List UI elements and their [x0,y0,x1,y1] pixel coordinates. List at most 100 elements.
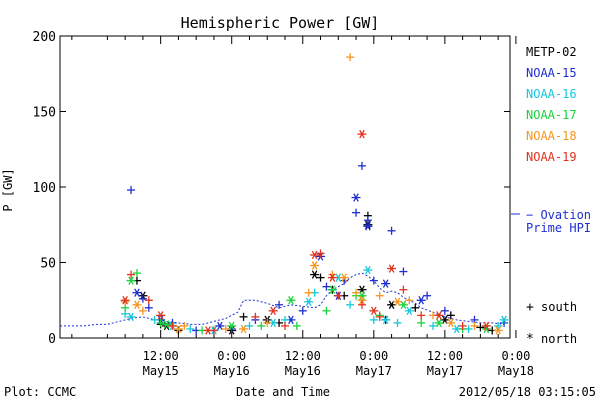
star-arm [270,306,276,316]
star-arm [447,318,454,328]
south-point [281,321,289,330]
north-point [434,311,444,320]
south-point [316,273,325,282]
south-point [446,311,455,320]
south-point [423,291,432,300]
south-point [263,318,272,327]
y-tick-label: 0 [48,332,56,347]
south-point [346,53,355,62]
south-point [180,321,189,330]
star-arm [371,306,377,316]
south-point [316,249,325,258]
chart-title: Hemispheric Power [GW] [181,14,380,32]
south-point [168,321,177,330]
south-point [417,311,426,320]
south-point [470,321,479,330]
north-point [339,273,349,282]
north-point [310,250,320,260]
south-point [411,303,420,312]
north-point [304,297,314,306]
north-point [173,324,183,334]
south-point [138,294,147,303]
south-point [399,267,408,276]
x-tick-sublabel: May18 [498,364,534,378]
north-point [215,321,225,331]
x-tick-label: 12:00 [427,349,463,363]
south-point [363,216,372,225]
south-point [387,226,396,235]
star-arm [128,312,134,322]
south-point [334,291,343,300]
north-point [481,321,491,331]
star-arm [501,315,507,325]
x-tick-label: 12:00 [143,349,179,363]
south-point [144,303,153,312]
north-point [126,276,136,285]
south-point [429,321,438,330]
north-point [120,296,130,305]
north-point [156,311,166,320]
south-point [239,312,248,321]
star-arm [365,222,371,231]
south-point [221,324,230,333]
legend-entry: NOAA-15 [526,66,577,80]
star-arm [388,264,395,273]
south-point [399,285,408,294]
south-point [375,291,384,300]
star-arm [217,321,223,331]
legend-entry: NOAA-17 [526,108,577,122]
south-point [357,300,366,309]
north-point [310,270,320,279]
star-arm [288,315,294,325]
ovation-legend-line2: Prime HPI [526,221,591,235]
south-point [186,324,195,333]
south-point [132,269,141,278]
star-arm [163,321,170,331]
north-point [434,318,444,328]
star-arm [418,296,424,305]
north-point [369,306,379,316]
south-point [369,315,378,324]
south-point [352,288,361,297]
legend-entry: NOAA-16 [526,87,577,101]
north-point [363,220,373,229]
north-point [327,285,337,294]
south-point [127,270,136,279]
x-tick-label: 0:00 [217,349,246,363]
star-arm [359,296,365,305]
south-point [275,300,284,309]
chart-legend: METP-02 NOAA-15 NOAA-16 NOAA-17 NOAA-18 NOAA-… [526,45,577,164]
star-arm [394,297,401,306]
south-point [144,296,153,305]
star-arm [163,320,170,329]
south-point [322,306,331,315]
south-point [251,312,260,321]
north-point [310,261,320,270]
south-point [352,208,361,217]
y-tick-label: 150 [33,106,56,121]
north-marker-symbol: * [526,332,534,347]
north-point [357,296,367,305]
north-point [132,288,142,297]
star-arm [436,318,442,328]
south-point [156,318,165,327]
star-arm [335,273,342,282]
x-tick-sublabel: May16 [285,364,321,378]
legend-entry: NOAA-19 [526,150,577,164]
ovation-legend-line1: − Ovation [526,208,591,222]
y-tick-label: 50 [40,257,56,272]
x-tick-label: 12:00 [285,349,321,363]
south-point [357,161,366,170]
south-point [292,321,301,330]
north-point [363,222,373,231]
south-point [458,321,467,330]
south-point [417,318,426,327]
south-marker-symbol: + [526,300,534,315]
footer-source: Plot: CCMC [4,385,76,399]
star-arm [359,129,365,139]
north-point [239,324,249,334]
south-point [150,315,159,324]
north-point [351,193,361,202]
south-point [440,306,449,315]
star-arm [288,296,294,305]
